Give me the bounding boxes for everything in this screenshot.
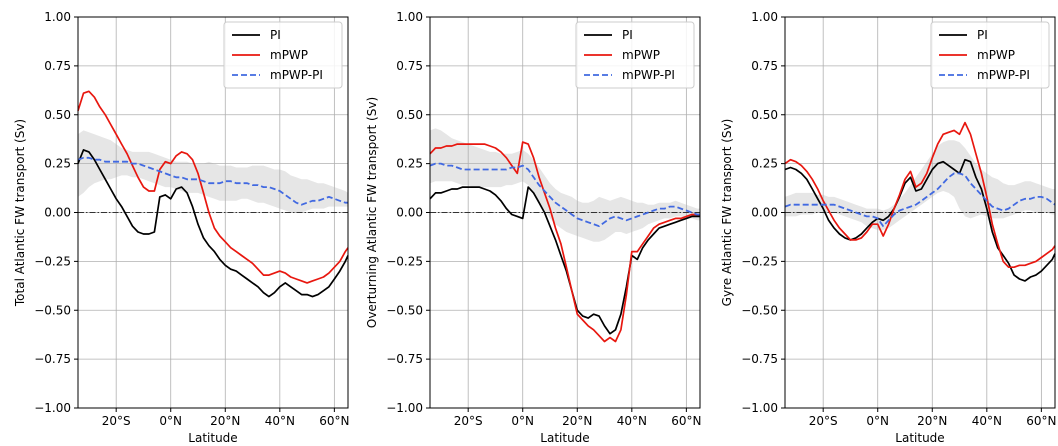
panel-overturning: 20°S 0°N 20°N 40°N 60°N −1.00 −0.75 −0.50 −0.25 0…	[365, 10, 701, 445]
spread-band	[430, 128, 700, 242]
y-tick-label: −0.25	[386, 254, 423, 268]
y-tick-label: −1.00	[386, 401, 423, 415]
x-axis-label: Latitude	[540, 431, 589, 445]
series-line-mpwp-pi	[77, 156, 348, 206]
x-tick-label: 0°N	[511, 414, 534, 428]
y-tick-label: 1.00	[44, 10, 71, 24]
y-tick-label: 1.00	[751, 10, 778, 24]
x-tick-label: 0°N	[159, 414, 182, 428]
legend-label-pi: PI	[977, 28, 988, 42]
x-tick-label: 20°N	[917, 414, 947, 428]
legend: PI mPWP mPWP-PI	[575, 21, 695, 89]
legend-label-mpwp-pi: mPWP-PI	[622, 68, 675, 82]
legend-label-mpwp: mPWP	[270, 48, 308, 62]
x-tick-label: 40°N	[972, 414, 1002, 428]
legend-label-mpwp: mPWP	[622, 48, 660, 62]
y-axis-label: Total Atlantic FW transport (Sv)	[13, 119, 27, 307]
legend: PI mPWP mPWP-PI	[930, 21, 1050, 89]
x-axis-label: Latitude	[188, 431, 237, 445]
legend-box	[223, 21, 343, 89]
x-tick-label: 60°N	[1026, 414, 1056, 428]
series-line-mpwp-pi	[429, 162, 700, 228]
y-tick-label: 0.00	[44, 206, 71, 220]
y-tick-label: 0.25	[751, 157, 778, 171]
y-tick-label: 0.75	[396, 59, 423, 73]
x-tick-label: 20°S	[809, 414, 838, 428]
y-tick-label: 0.50	[396, 108, 423, 122]
y-tick-label: 0.50	[44, 108, 71, 122]
legend-label-mpwp-pi: mPWP-PI	[977, 68, 1030, 82]
series-line-mpwp	[784, 121, 1056, 269]
y-tick-label: −0.50	[34, 303, 71, 317]
y-tick-label: −0.25	[34, 254, 71, 268]
legend-box	[930, 21, 1050, 89]
y-tick-label: 0.25	[44, 157, 71, 171]
spread-band	[78, 130, 348, 213]
x-tick-label: 20°N	[562, 414, 592, 428]
y-tick-label: −1.00	[741, 401, 778, 415]
legend: PI mPWP mPWP-PI	[223, 21, 343, 89]
x-tick-label: 20°N	[210, 414, 240, 428]
panel-total: 20°S 0°N 20°N 40°N 60°N −1.00 −0.75 −0.50 −0.25 0…	[13, 10, 349, 445]
y-tick-label: 1.00	[396, 10, 423, 24]
y-tick-label: −0.75	[741, 352, 778, 366]
series-line-pi	[429, 186, 700, 335]
y-tick-label: 0.00	[396, 206, 423, 220]
series-line-mpwp-pi	[784, 172, 1056, 228]
y-axis-label: Overturning Atlantic FW transport (Sv)	[365, 97, 379, 328]
y-tick-label: −0.75	[34, 352, 71, 366]
y-tick-label: 0.50	[751, 108, 778, 122]
y-tick-label: 0.75	[44, 59, 71, 73]
y-tick-label: 0.25	[396, 157, 423, 171]
legend-label-mpwp-pi: mPWP-PI	[270, 68, 323, 82]
legend-label-pi: PI	[270, 28, 281, 42]
x-tick-label: 60°N	[319, 414, 349, 428]
series-line-pi	[77, 149, 349, 298]
y-axis-label: Gyre Atlantic FW transport (Sv)	[720, 119, 734, 307]
x-tick-label: 20°S	[102, 414, 131, 428]
legend-box	[575, 21, 695, 89]
y-tick-label: −0.25	[741, 254, 778, 268]
panel-gyre: 20°S 0°N 20°N 40°N 60°N −1.00 −0.75 −0.50 −0.25 0…	[720, 10, 1056, 445]
y-tick-label: −0.50	[386, 303, 423, 317]
series-line-pi	[784, 158, 1056, 282]
y-tick-label: −1.00	[34, 401, 71, 415]
x-tick-label: 60°N	[671, 414, 701, 428]
x-axis-label: Latitude	[895, 431, 944, 445]
x-tick-label: 40°N	[265, 414, 295, 428]
legend-label-mpwp: mPWP	[977, 48, 1015, 62]
legend-label-pi: PI	[622, 28, 633, 42]
x-tick-label: 0°N	[866, 414, 889, 428]
y-tick-label: 0.75	[751, 59, 778, 73]
x-tick-label: 20°S	[454, 414, 483, 428]
x-tick-label: 40°N	[617, 414, 647, 428]
y-tick-label: 0.00	[751, 206, 778, 220]
y-tick-label: −0.75	[386, 352, 423, 366]
series-line-mpwp	[429, 141, 700, 343]
y-tick-label: −0.50	[741, 303, 778, 317]
series-line-mpwp	[77, 90, 349, 284]
